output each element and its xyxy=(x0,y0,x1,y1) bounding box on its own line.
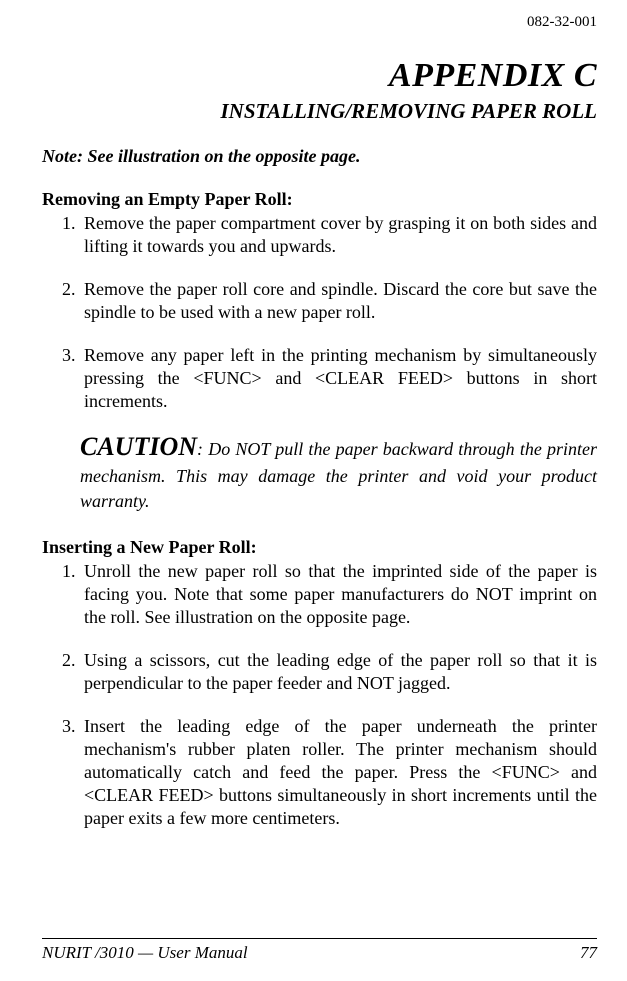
appendix-subtitle: INSTALLING/REMOVING PAPER ROLL xyxy=(42,99,597,124)
footer-page-number: 77 xyxy=(580,943,597,963)
removing-step-2: Remove the paper roll core and spindle. … xyxy=(80,278,597,324)
inserting-heading: Inserting a New Paper Roll: xyxy=(42,537,597,558)
page: 082-32-001 APPENDIX C INSTALLING/REMOVIN… xyxy=(0,0,627,981)
doc-id: 082-32-001 xyxy=(42,14,597,31)
inserting-step-2: Using a scissors, cut the leading edge o… xyxy=(80,649,597,695)
note-line: NoteSee illustration on the opposite pag… xyxy=(42,146,597,167)
removing-heading: Removing an Empty Paper Roll: xyxy=(42,189,597,210)
note-text: See illustration on the opposite page. xyxy=(88,146,361,166)
inserting-step-3: Insert the leading edge of the paper und… xyxy=(80,715,597,830)
inserting-list: Unroll the new paper roll so that the im… xyxy=(42,560,597,846)
inserting-step-1: Unroll the new paper roll so that the im… xyxy=(80,560,597,629)
removing-step-3: Remove any paper left in the printing me… xyxy=(80,344,597,413)
caution-word: CAUTION xyxy=(80,432,197,461)
removing-step-1: Remove the paper compartment cover by gr… xyxy=(80,212,597,258)
footer-left: NURIT /3010 — User Manual xyxy=(42,943,248,963)
appendix-title: APPENDIX C xyxy=(42,57,597,95)
caution-block: CAUTION: Do NOT pull the paper backward … xyxy=(80,429,597,513)
note-label: Note xyxy=(42,146,88,166)
removing-list: Remove the paper compartment cover by gr… xyxy=(42,212,597,429)
footer: NURIT /3010 — User Manual 77 xyxy=(42,938,597,963)
